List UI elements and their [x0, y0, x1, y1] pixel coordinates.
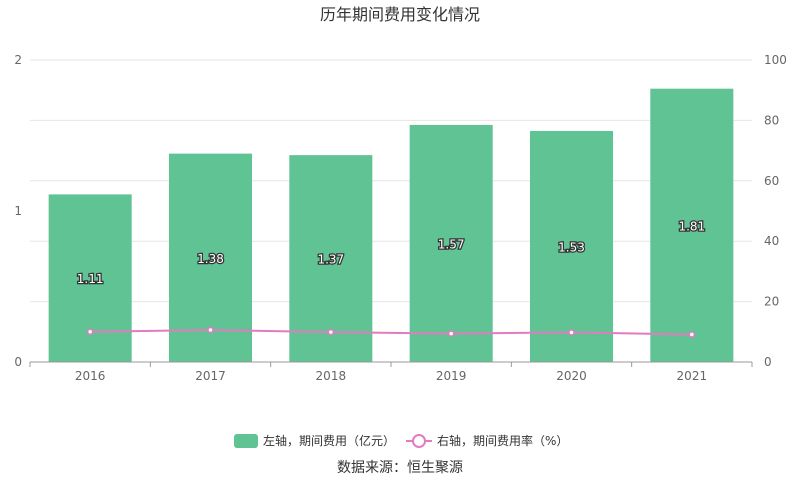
- bar-value-label: 1.38: [197, 252, 224, 266]
- bar: [289, 155, 373, 362]
- legend-label-line: 右轴，期间费用率（%）: [437, 433, 568, 448]
- bar-value-label: 1.37: [317, 253, 344, 267]
- legend-swatch-marker: [412, 434, 426, 448]
- line-point: [327, 328, 335, 336]
- line-point: [207, 326, 214, 334]
- bar: [650, 88, 734, 362]
- y-right-tick-label: 40: [764, 234, 779, 248]
- x-tick-label: 2018: [316, 369, 347, 383]
- x-tick-label: 2017: [195, 369, 226, 383]
- bar: [409, 124, 493, 363]
- line-point: [86, 328, 94, 336]
- bar-series: [48, 88, 734, 363]
- data-source: 数据来源：恒生聚源: [337, 460, 463, 476]
- line-point: [447, 330, 455, 337]
- y-right-tick-label: 0: [764, 355, 772, 369]
- y-right-tick-label: 80: [764, 113, 779, 127]
- bar-value-label: 1.11: [77, 272, 104, 286]
- y-right-tick-label: 60: [764, 174, 779, 188]
- legend-item-line[interactable]: 右轴，期间费用率（%）: [406, 433, 568, 448]
- chart-title: 历年期间费用变化情况: [320, 5, 480, 24]
- line-path: [90, 328, 692, 336]
- legend-label-bar: 左轴，期间费用（亿元）: [263, 433, 395, 448]
- line-series: [86, 326, 696, 338]
- x-tick-label: 2020: [556, 369, 587, 383]
- line-point: [568, 329, 575, 336]
- legend[interactable]: 左轴，期间费用（亿元） 右轴，期间费用率（%）: [234, 433, 568, 448]
- bar-value-labels: 1.11 1.38 1.37 1.57 1.53 1.81: [76, 218, 707, 287]
- bar-value-label: 1.81: [678, 219, 705, 233]
- grid-lines: [30, 59, 752, 303]
- bar-value-label: 1.57: [438, 237, 465, 251]
- x-tick-label: 2016: [75, 369, 106, 383]
- line-point: [688, 331, 696, 338]
- y-left-tick-label: 1: [14, 204, 22, 218]
- legend-item-bar[interactable]: 左轴，期间费用（亿元）: [234, 433, 395, 448]
- y-right-tick-label: 20: [764, 295, 779, 309]
- y-left-tick-label: 2: [14, 53, 22, 67]
- y-right-tick-label: 100: [764, 53, 787, 67]
- y-left-tick-label: 0: [14, 355, 22, 369]
- bar: [529, 130, 614, 362]
- legend-swatch-bar: [234, 434, 258, 448]
- bar-value-label: 1.53: [558, 240, 585, 254]
- x-tick-label: 2019: [436, 369, 467, 383]
- x-tick-label: 2021: [677, 369, 708, 383]
